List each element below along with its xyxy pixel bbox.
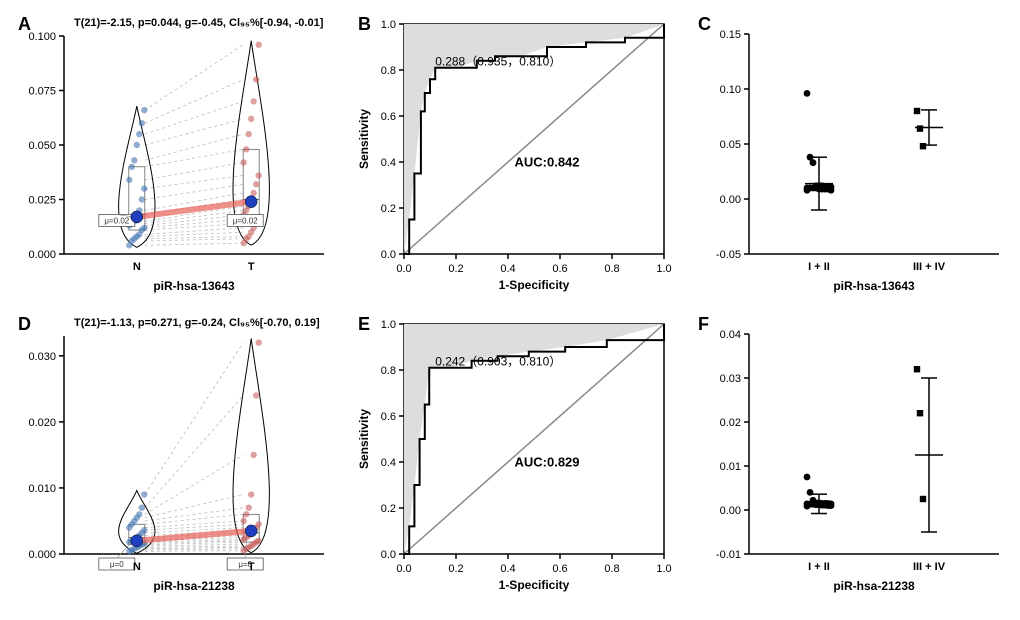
panel-c-label: C bbox=[698, 14, 711, 35]
svg-text:0.030: 0.030 bbox=[28, 351, 56, 363]
svg-text:T: T bbox=[248, 261, 255, 273]
svg-text:1.0: 1.0 bbox=[381, 19, 396, 31]
svg-text:III + IV: III + IV bbox=[913, 261, 946, 273]
svg-text:0.100: 0.100 bbox=[28, 31, 56, 43]
svg-text:1-Specificity: 1-Specificity bbox=[499, 278, 570, 292]
svg-text:0.8: 0.8 bbox=[381, 365, 396, 377]
svg-text:0.010: 0.010 bbox=[28, 483, 56, 495]
svg-text:0.03: 0.03 bbox=[720, 373, 741, 385]
panel-d: D T(21)=-1.13, p=0.271, g=-0.24, Cl₉₅%[-… bbox=[10, 310, 350, 610]
svg-text:0.8: 0.8 bbox=[381, 65, 396, 77]
svg-text:0.0: 0.0 bbox=[396, 563, 411, 575]
svg-text:0.288（0.935，0.810）: 0.288（0.935，0.810） bbox=[435, 54, 561, 68]
svg-text:0.2: 0.2 bbox=[448, 563, 463, 575]
svg-text:0.2: 0.2 bbox=[381, 203, 396, 215]
svg-text:0.15: 0.15 bbox=[720, 29, 741, 41]
svg-text:-0.05: -0.05 bbox=[716, 249, 741, 261]
svg-text:0.020: 0.020 bbox=[28, 417, 56, 429]
svg-text:0.000: 0.000 bbox=[28, 249, 56, 261]
svg-text:0.2: 0.2 bbox=[448, 263, 463, 275]
panel-c: C -0.05 0.00 0.05 0.10 0.15 I + II III + IV piR… bbox=[690, 10, 1020, 310]
svg-text:Sensitivity: Sensitivity bbox=[357, 409, 371, 469]
svg-text:0.2: 0.2 bbox=[381, 503, 396, 515]
svg-text:μ=0.02: μ=0.02 bbox=[104, 216, 129, 225]
svg-text:0.0: 0.0 bbox=[381, 249, 396, 261]
svg-text:piR-hsa-21238: piR-hsa-21238 bbox=[153, 579, 235, 593]
panel-d-label: D bbox=[18, 314, 31, 335]
svg-text:piR-hsa-13643: piR-hsa-13643 bbox=[153, 279, 235, 293]
svg-text:0.4: 0.4 bbox=[500, 263, 515, 275]
svg-text:μ=0: μ=0 bbox=[110, 560, 124, 569]
svg-text:T: T bbox=[248, 561, 255, 573]
svg-text:0.8: 0.8 bbox=[604, 263, 619, 275]
svg-text:0.05: 0.05 bbox=[720, 139, 741, 151]
svg-text:0.4: 0.4 bbox=[381, 157, 396, 169]
svg-text:1.0: 1.0 bbox=[656, 263, 671, 275]
panel-a-label: A bbox=[18, 14, 31, 35]
panel-e-label: E bbox=[358, 314, 370, 335]
svg-text:0.0: 0.0 bbox=[396, 263, 411, 275]
svg-text:0.6: 0.6 bbox=[381, 411, 396, 423]
svg-text:0.4: 0.4 bbox=[500, 563, 515, 575]
svg-text:1.0: 1.0 bbox=[381, 319, 396, 331]
svg-text:0.000: 0.000 bbox=[28, 549, 56, 561]
svg-text:0.6: 0.6 bbox=[552, 263, 567, 275]
svg-text:μ=0.02: μ=0.02 bbox=[233, 216, 258, 225]
svg-text:I + II: I + II bbox=[808, 561, 830, 573]
svg-text:0.6: 0.6 bbox=[552, 563, 567, 575]
panel-a: A T(21)=-2.15, p=0.044, g=-0.45, Cl₉₅%[-… bbox=[10, 10, 350, 310]
svg-text:0.242（0.903，0.810）: 0.242（0.903，0.810） bbox=[435, 354, 561, 368]
svg-text:0.01: 0.01 bbox=[720, 461, 741, 473]
panel-b-label: B bbox=[358, 14, 371, 35]
svg-text:0.0: 0.0 bbox=[381, 549, 396, 561]
svg-text:0.10: 0.10 bbox=[720, 84, 741, 96]
svg-text:0.6: 0.6 bbox=[381, 111, 396, 123]
svg-text:0.025: 0.025 bbox=[28, 195, 56, 207]
svg-text:AUC:0.829: AUC:0.829 bbox=[514, 455, 579, 470]
figure-grid: A T(21)=-2.15, p=0.044, g=-0.45, Cl₉₅%[-… bbox=[10, 10, 1010, 610]
svg-text:T(21)=-2.15, p=0.044, g=-0.45,: T(21)=-2.15, p=0.044, g=-0.45, Cl₉₅%[-0.… bbox=[74, 17, 324, 29]
panel-f: F -0.01 0.00 0.01 0.02 0.03 0.04 I + II III + I… bbox=[690, 310, 1020, 610]
panel-e: E 0.00.0 0.2 0.2 0.4 0.4 0.6 0.6 0.8 0.8 1.0 1.0 1-… bbox=[350, 310, 690, 610]
svg-text:0.050: 0.050 bbox=[28, 140, 56, 152]
svg-text:0.00: 0.00 bbox=[720, 505, 741, 517]
svg-text:0.00: 0.00 bbox=[720, 194, 741, 206]
svg-text:0.8: 0.8 bbox=[604, 563, 619, 575]
svg-text:0.4: 0.4 bbox=[381, 457, 396, 469]
svg-text:piR-hsa-21238: piR-hsa-21238 bbox=[833, 579, 915, 593]
svg-text:0.02: 0.02 bbox=[720, 417, 741, 429]
svg-text:N: N bbox=[133, 561, 141, 573]
svg-text:piR-hsa-13643: piR-hsa-13643 bbox=[833, 279, 915, 293]
svg-text:0.075: 0.075 bbox=[28, 86, 56, 98]
panel-b: B 0.00.0 0.2 0.2 0.4 0.4 0.6 0.6 0.8 0.8 1.0 1.0 1-… bbox=[350, 10, 690, 310]
svg-text:I + II: I + II bbox=[808, 261, 830, 273]
svg-text:1.0: 1.0 bbox=[656, 563, 671, 575]
panel-f-label: F bbox=[698, 314, 709, 335]
svg-text:N: N bbox=[133, 261, 141, 273]
svg-text:T(21)=-1.13, p=0.271, g=-0.24,: T(21)=-1.13, p=0.271, g=-0.24, Cl₉₅%[-0.… bbox=[74, 317, 320, 329]
svg-text:III + IV: III + IV bbox=[913, 561, 946, 573]
svg-text:Sensitivity: Sensitivity bbox=[357, 109, 371, 169]
svg-text:0.04: 0.04 bbox=[720, 329, 741, 341]
svg-text:1-Specificity: 1-Specificity bbox=[499, 578, 570, 592]
svg-text:-0.01: -0.01 bbox=[716, 549, 741, 561]
svg-text:AUC:0.842: AUC:0.842 bbox=[514, 155, 579, 170]
